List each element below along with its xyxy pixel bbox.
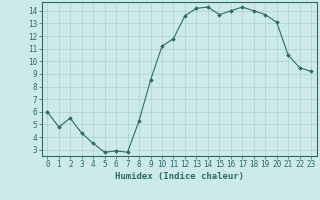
X-axis label: Humidex (Indice chaleur): Humidex (Indice chaleur) — [115, 172, 244, 181]
